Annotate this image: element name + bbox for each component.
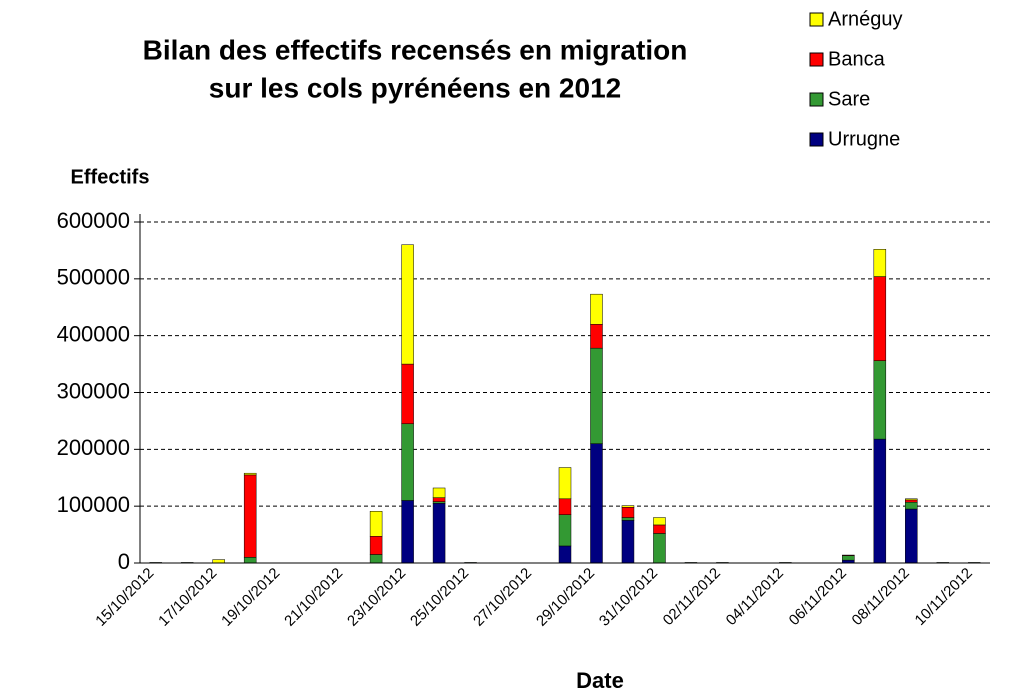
bar-segment <box>653 524 666 534</box>
y-tick-label: 500000 <box>57 265 130 290</box>
x-tick-label: 29/10/2012 <box>533 565 598 630</box>
bar-segment <box>558 467 572 500</box>
bar-segment <box>369 511 383 537</box>
x-tick-label: 19/10/2012 <box>218 565 283 630</box>
legend-label: Banca <box>828 48 886 70</box>
bar-segment <box>401 244 414 365</box>
legend-swatch <box>809 132 824 147</box>
x-tick-label: 08/11/2012 <box>849 565 913 629</box>
bar-segment <box>873 249 887 277</box>
bar-segment <box>401 500 414 564</box>
bar-segment <box>401 363 414 425</box>
x-tick-label: 31/10/2012 <box>596 565 661 630</box>
bar-segment <box>432 501 446 504</box>
y-tick-label: 0 <box>118 549 130 574</box>
legend-swatch <box>809 52 824 67</box>
bar-segment <box>243 472 257 476</box>
x-tick-label: 02/11/2012 <box>660 565 724 629</box>
x-tick-label: 17/10/2012 <box>155 565 220 630</box>
bar-segment <box>621 520 635 564</box>
bar-segment <box>842 555 855 561</box>
x-tick-label: 15/10/2012 <box>92 565 157 630</box>
bar-segment <box>243 557 257 564</box>
bar-segment <box>905 499 918 503</box>
y-tick-label: 600000 <box>57 208 130 233</box>
bar-segment <box>432 497 446 502</box>
bar-segment <box>432 503 446 564</box>
bar-segment <box>905 501 918 510</box>
bar-segment <box>621 505 635 508</box>
bar-segment <box>590 443 603 564</box>
legend-swatch <box>809 12 824 27</box>
chart-title: sur les cols pyrénéens en 2012 <box>209 72 621 103</box>
x-tick-label: 06/11/2012 <box>786 565 850 629</box>
bar-segment <box>432 487 446 498</box>
y-tick-label: 200000 <box>57 435 130 460</box>
bar-segment <box>653 533 666 564</box>
legend-label: Arnéguy <box>828 8 903 30</box>
x-tick-label: 04/11/2012 <box>723 565 787 629</box>
y-tick-label: 300000 <box>57 378 130 403</box>
bar-segment <box>369 536 383 555</box>
bar-segment <box>401 423 414 501</box>
legend-label: Sare <box>828 88 870 110</box>
x-axis-label: Date <box>576 668 624 692</box>
x-tick-label: 21/10/2012 <box>281 565 346 630</box>
y-tick-label: 400000 <box>57 321 130 346</box>
bar-segment <box>873 276 887 361</box>
x-tick-label: 25/10/2012 <box>407 565 472 630</box>
bar-segment <box>621 517 635 521</box>
bar-segment <box>558 545 572 564</box>
bar-segment <box>842 554 855 556</box>
bar-segment <box>558 498 572 515</box>
bar-segment <box>590 293 603 325</box>
y-tick-label: 100000 <box>57 492 130 517</box>
bar-segment <box>653 517 666 526</box>
bar-segment <box>873 360 887 440</box>
legend-label: Urrugne <box>828 128 900 150</box>
chart-title: Bilan des effectifs recensés en migratio… <box>143 34 688 65</box>
bar-segment <box>590 324 603 349</box>
bar-segment <box>873 438 887 564</box>
bar-segment <box>243 474 257 558</box>
bar-segment <box>621 507 635 518</box>
bar-segment <box>558 514 572 547</box>
bar-segment <box>905 508 918 564</box>
bar-segment <box>212 559 225 564</box>
bar-segment <box>369 554 383 564</box>
x-tick-label: 27/10/2012 <box>470 565 535 630</box>
legend-swatch <box>809 92 824 107</box>
y-axis-label: Effectifs <box>71 166 150 188</box>
x-tick-label: 23/10/2012 <box>344 565 409 630</box>
bar-segment <box>905 498 918 501</box>
bar-segment <box>590 347 603 444</box>
x-tick-label: 10/11/2012 <box>912 565 976 629</box>
